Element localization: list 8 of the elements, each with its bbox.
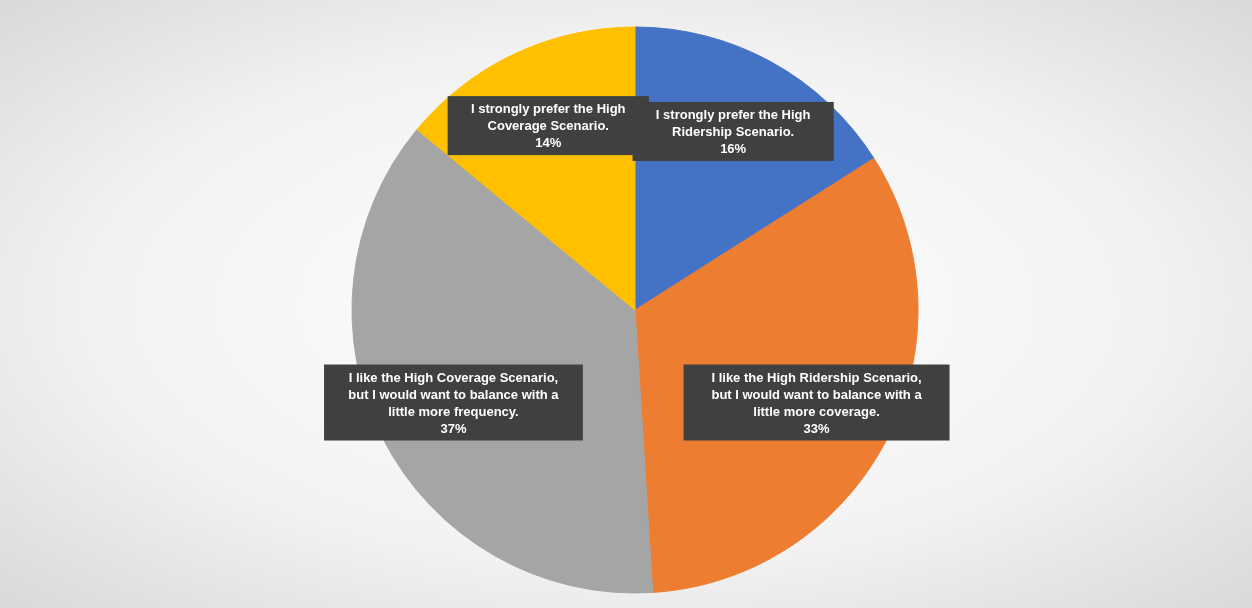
slice-label: I like the High Ridership Scenario, but I would want to balance with a little more coverage. (711, 369, 923, 419)
data-label: 14% (535, 135, 562, 151)
slice-label: I strongly prefer the High Ridership Scenario. (655, 106, 811, 139)
slice-label: I strongly prefer the High Coverage Scenario. (470, 101, 626, 134)
slice-label: I like the High Coverage Scenario, but I would want to balance with a little more frequency. (348, 369, 560, 419)
data-label: 33% (803, 420, 830, 436)
data-label: 37% (440, 420, 467, 436)
data-label: 16% (720, 140, 747, 156)
